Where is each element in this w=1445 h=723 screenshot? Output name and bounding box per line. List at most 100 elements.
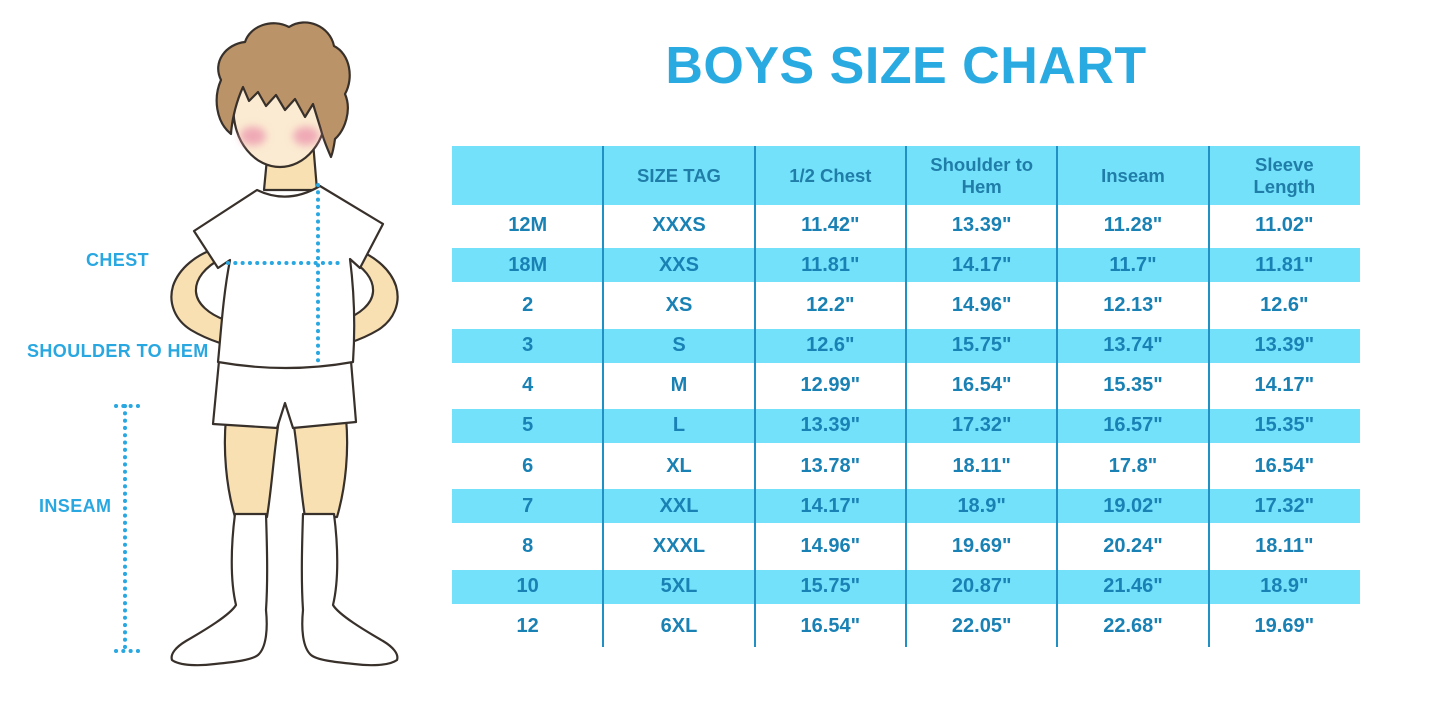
table-cell: 17.8" — [1108, 454, 1158, 477]
boy-arm-left — [170, 246, 227, 345]
table-cell: L — [672, 414, 686, 437]
table-cell: 20.87" — [951, 575, 1012, 598]
boy-cheek-left — [240, 126, 266, 146]
table-cell: 12M — [508, 213, 548, 236]
table-cell: 18M — [508, 253, 548, 276]
table-cell: 17.32" — [951, 414, 1012, 437]
table-row: 8 XXXL 14.96" 19.69" 20.24" 18.11" — [452, 526, 1360, 566]
header-cell-inseam: Inseam — [1101, 164, 1165, 186]
table-cell: 13.39" — [951, 213, 1012, 236]
table-cell: 13.39" — [800, 414, 861, 437]
table-cell: 19.02" — [1103, 494, 1163, 517]
table-cell: 14.17" — [951, 253, 1012, 276]
table-cell: XXXS — [652, 213, 706, 236]
table-row: 4 M 12.99" 16.54" 15.35" 14.17" — [452, 366, 1360, 406]
table-row: 6 XL 13.78" 18.11" 17.8" 16.54" — [452, 446, 1360, 486]
header-cell-blank — [452, 146, 603, 205]
table-cell: 11.7" — [1109, 253, 1157, 276]
table-cell: 18.11" — [952, 454, 1011, 477]
boy-shorts — [211, 359, 358, 430]
table-cell: 12.6" — [1260, 293, 1309, 316]
table-cell: XXS — [658, 253, 699, 276]
table-cell: 13.39" — [1254, 334, 1315, 357]
boy-leg-right — [291, 416, 349, 519]
table-cell: 12.13" — [1103, 293, 1163, 316]
table-cell: 13.78" — [800, 454, 861, 477]
table-cell: 16.54" — [1254, 454, 1315, 477]
table-cell: 22.05" — [951, 615, 1012, 638]
table-cell: 12 — [516, 615, 539, 638]
boy-cheek-right — [293, 126, 319, 146]
table-cell: 11.81" — [1255, 253, 1314, 276]
table-cell: 15.35" — [1254, 414, 1315, 437]
table-cell: 5 — [522, 414, 534, 437]
table-cell: 10 — [516, 575, 539, 598]
header-cell-sleeve-length: Sleeve Length — [1253, 154, 1316, 197]
table-cell: 21.46" — [1103, 575, 1163, 598]
table-cell: 14.17" — [1254, 374, 1315, 397]
table-cell: 12.6" — [806, 334, 855, 357]
table-cell: 18.11" — [1255, 535, 1314, 558]
table-cell: 14.17" — [800, 494, 861, 517]
header-cell-shoulder-to-hem: Shoulder to Hem — [930, 154, 1034, 197]
boy-leg-left — [223, 416, 281, 519]
table-cell: 15.75" — [800, 575, 861, 598]
shoulder-to-hem-label: SHOULDER TO HEM — [27, 341, 209, 361]
boy-sock-right — [300, 512, 399, 667]
table-cell: 18.9" — [1260, 575, 1309, 598]
table-cell: 20.24" — [1103, 535, 1163, 558]
chest-label: CHEST — [86, 250, 150, 270]
table-cell: XS — [665, 293, 693, 316]
table-cell: 7 — [522, 494, 534, 517]
table-cell: 12.2" — [806, 293, 855, 316]
boy-illustration — [114, 21, 399, 667]
table-cell: XL — [666, 454, 692, 477]
table-cell: 11.42" — [801, 213, 860, 236]
table-cell: XXXL — [652, 535, 706, 558]
header-cell-half-chest: 1/2 Chest — [789, 164, 872, 186]
measurement-lines — [114, 183, 344, 653]
column-divider — [905, 146, 907, 647]
table-cell: 5XL — [660, 575, 698, 598]
table-cell: XXL — [659, 494, 699, 517]
boy-hair — [215, 21, 351, 159]
table-cell: 6XL — [660, 615, 698, 638]
table-cell: 13.74" — [1103, 334, 1163, 357]
table-cell: 11.02" — [1255, 213, 1314, 236]
table-cell: 16.54" — [800, 615, 861, 638]
table-cell: 19.69" — [951, 535, 1012, 558]
column-divider — [1056, 146, 1058, 647]
size-table: SIZE TAG 1/2 Chest Shoulder to Hem Insea… — [452, 146, 1360, 647]
boy-arm-right — [342, 246, 399, 345]
table-cell: 17.32" — [1254, 494, 1315, 517]
header-cell-size-tag: SIZE TAG — [637, 164, 721, 186]
table-row: 12 6XL 16.54" 22.05" 22.68" 19.69" — [452, 607, 1360, 647]
table-cell: 18.9" — [957, 494, 1006, 517]
table-cell: M — [670, 374, 688, 397]
table-row: 2 XS 12.2" 14.96" 12.13" 12.6" — [452, 285, 1360, 325]
table-cell: 14.96" — [800, 535, 861, 558]
inseam-label: INSEAM — [39, 496, 112, 516]
boy-shirt — [192, 184, 385, 370]
table-cell: 16.57" — [1103, 414, 1163, 437]
table-cell: 19.69" — [1254, 615, 1315, 638]
table-row: 12M XXXS 11.42" 13.39" 11.28" 11.02" — [452, 205, 1360, 245]
table-cell: 4 — [522, 374, 534, 397]
column-divider — [602, 146, 604, 647]
column-divider — [1208, 146, 1210, 647]
table-cell: 3 — [522, 334, 534, 357]
table-cell: 8 — [522, 535, 534, 558]
column-divider — [754, 146, 756, 647]
page-title: BOYS SIZE CHART — [665, 37, 1147, 95]
table-cell: 11.81" — [801, 253, 860, 276]
table-cell: 22.68" — [1103, 615, 1163, 638]
table-cell: 14.96" — [951, 293, 1012, 316]
table-cell: 11.28" — [1103, 213, 1163, 236]
table-cell: 15.75" — [951, 334, 1012, 357]
table-cell: 2 — [522, 293, 534, 316]
table-cell: S — [672, 334, 686, 357]
table-cell: 6 — [522, 454, 534, 477]
table-cell: 12.99" — [800, 374, 861, 397]
table-cell: 16.54" — [951, 374, 1012, 397]
